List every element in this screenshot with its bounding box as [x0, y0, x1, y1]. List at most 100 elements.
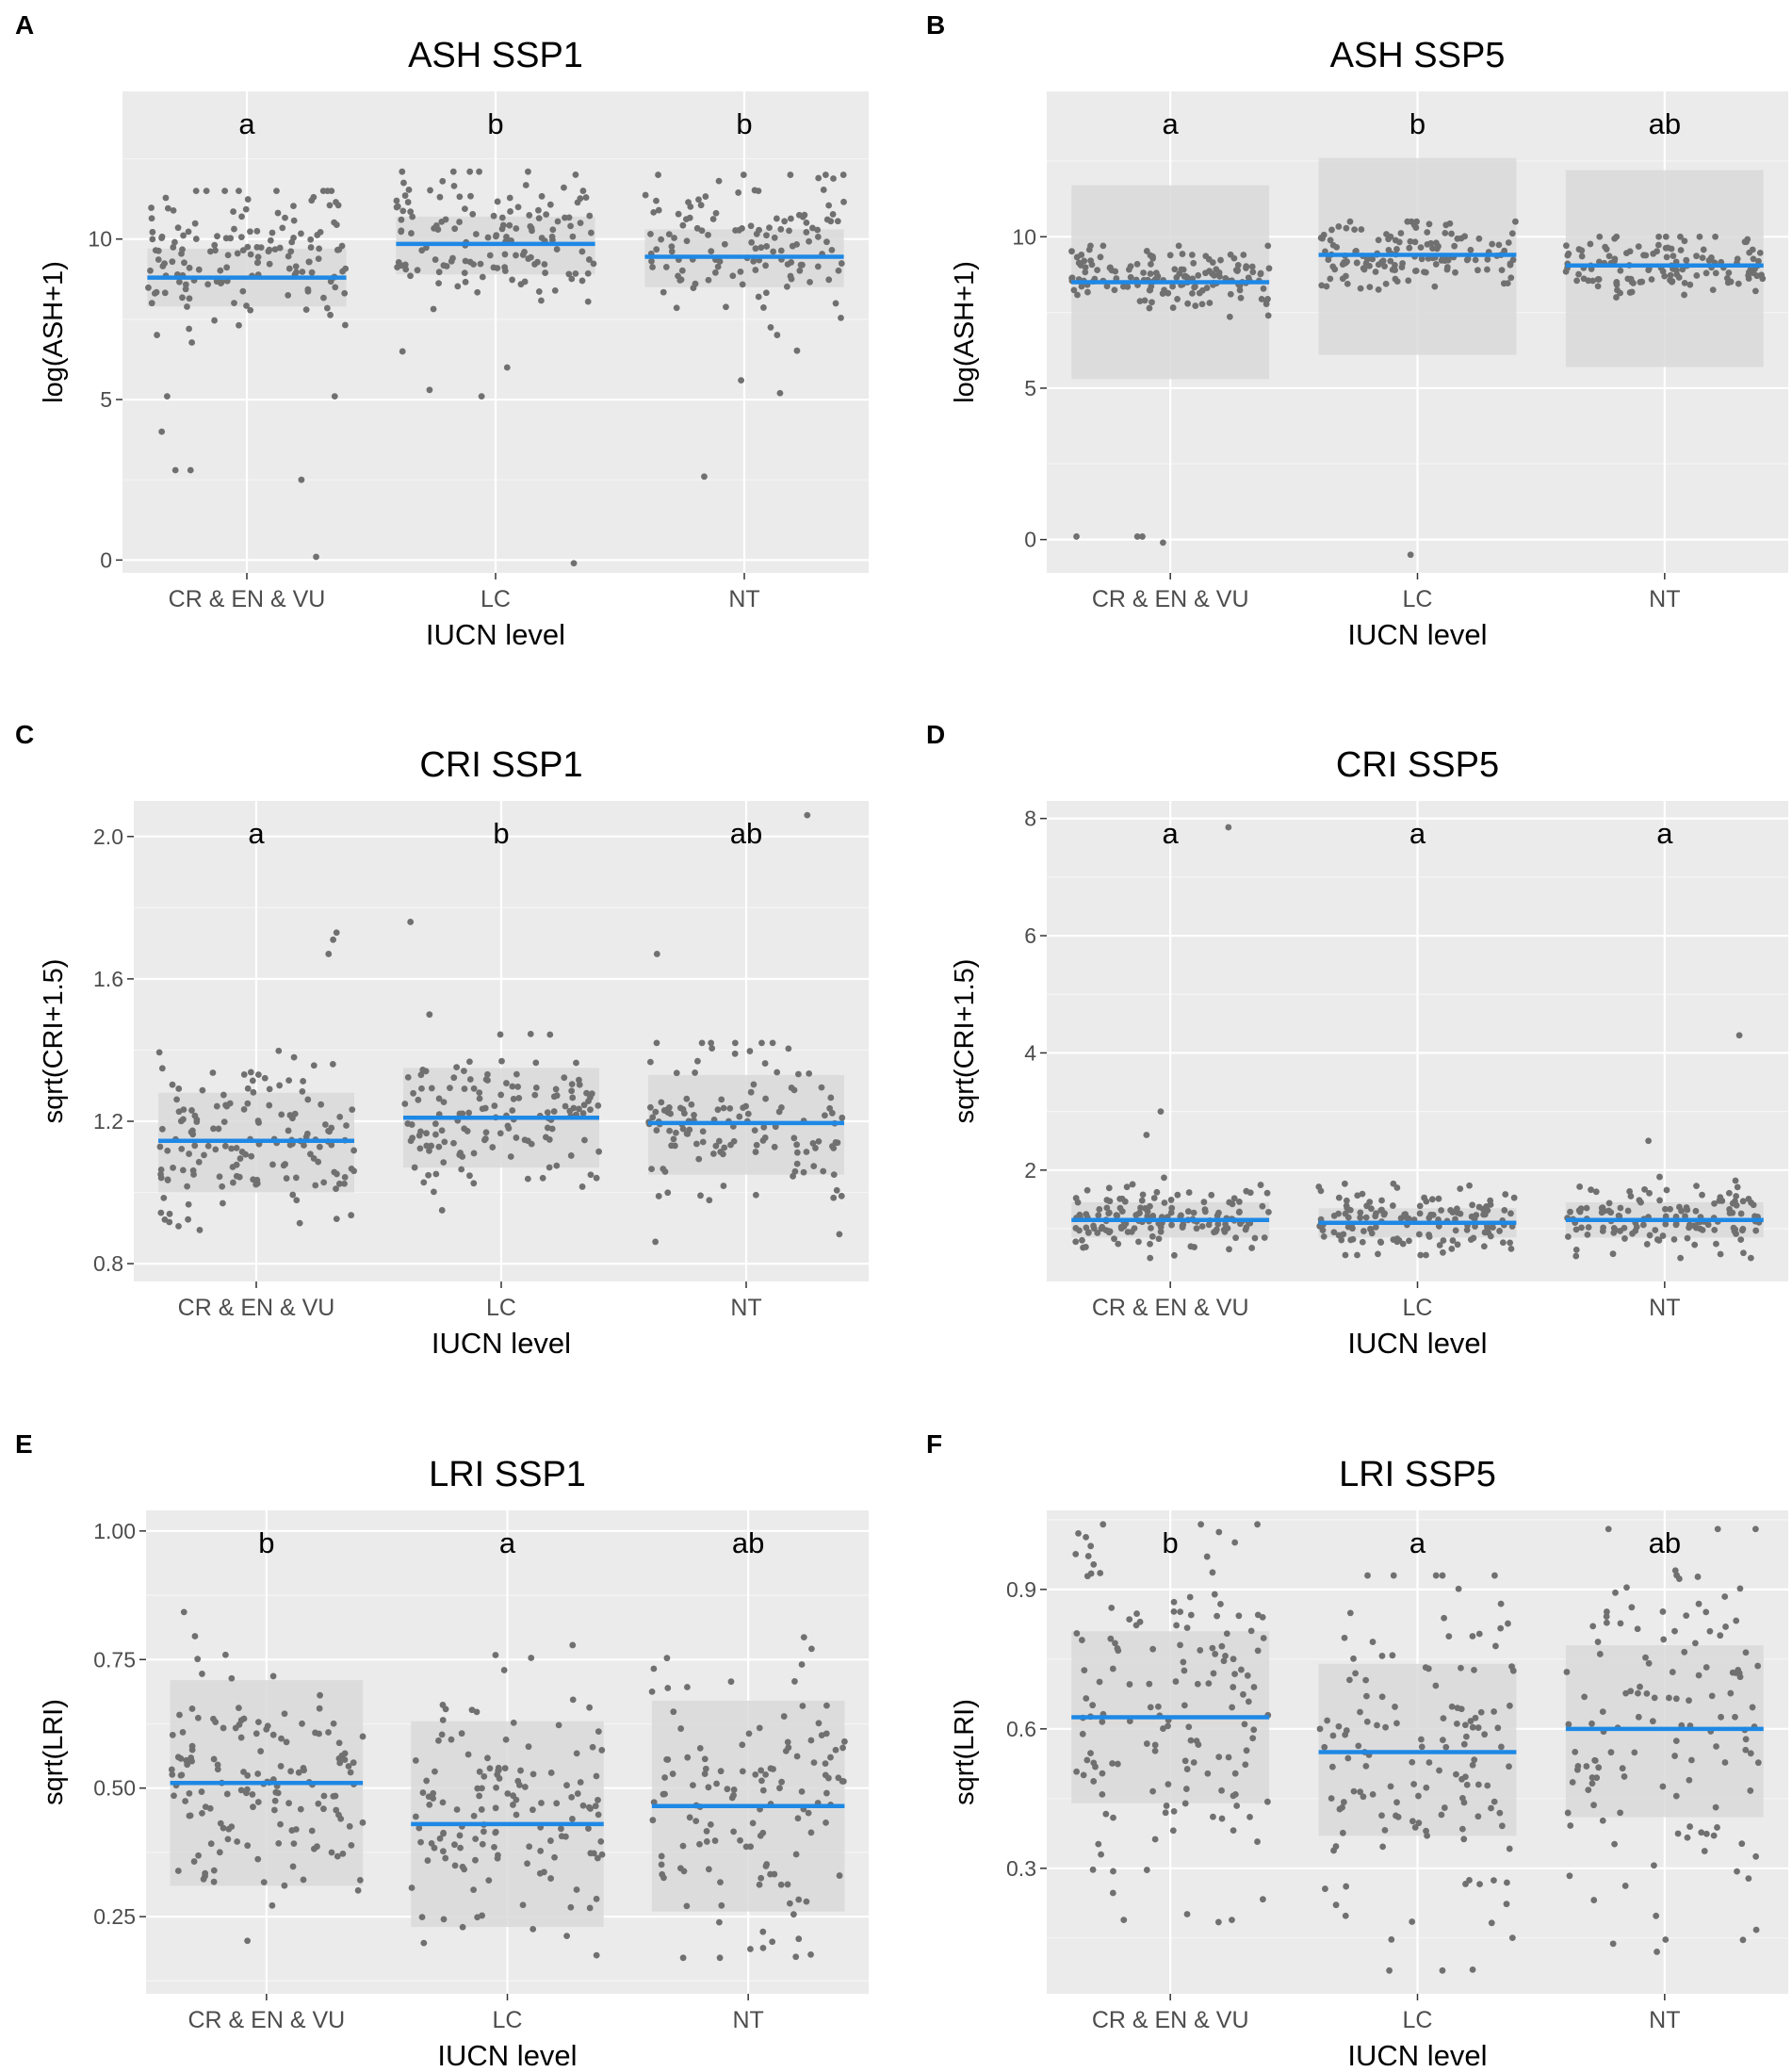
- data-point: [491, 1843, 497, 1851]
- data-point: [415, 1096, 422, 1103]
- data-point: [501, 268, 509, 274]
- data-point: [778, 1778, 786, 1786]
- data-point: [180, 1116, 187, 1123]
- data-point: [1381, 263, 1388, 270]
- data-point: [242, 205, 250, 213]
- data-point: [470, 1085, 478, 1092]
- data-point: [423, 1777, 431, 1785]
- data-point: [310, 1062, 318, 1069]
- data-point: [766, 224, 773, 232]
- data-point: [325, 1729, 332, 1736]
- data-point: [760, 304, 767, 311]
- data-point: [1319, 1227, 1327, 1234]
- data-point: [164, 1176, 171, 1183]
- data-point: [701, 473, 708, 481]
- data-point: [1222, 1652, 1229, 1659]
- data-point: [1153, 1188, 1161, 1196]
- data-point: [1249, 1735, 1257, 1742]
- data-point: [1147, 1704, 1154, 1711]
- data-point: [1684, 1834, 1691, 1841]
- data-point: [537, 1848, 545, 1854]
- data-point: [543, 211, 550, 219]
- data-point: [528, 1140, 535, 1148]
- data-point: [316, 245, 323, 253]
- data-point: [1660, 1636, 1668, 1643]
- data-point: [666, 1127, 673, 1134]
- data-point: [271, 1797, 279, 1804]
- data-point: [569, 1641, 577, 1649]
- data-point: [1174, 296, 1181, 302]
- data-point: [1197, 1521, 1205, 1528]
- data-point: [769, 1938, 776, 1946]
- data-point: [1662, 1936, 1670, 1943]
- data-point: [1651, 1694, 1658, 1702]
- data-point: [1667, 1205, 1673, 1213]
- data-point: [1230, 1195, 1238, 1202]
- data-point: [782, 1747, 790, 1754]
- data-point: [761, 1060, 769, 1067]
- data-point: [1335, 1722, 1343, 1730]
- data-point: [263, 1725, 270, 1733]
- data-point: [1133, 533, 1141, 540]
- data-point: [1238, 1666, 1245, 1673]
- data-point: [1421, 269, 1427, 276]
- data-point: [1264, 296, 1271, 302]
- data-point: [307, 244, 315, 251]
- data-point: [803, 1149, 810, 1155]
- data-point: [234, 250, 241, 257]
- data-point: [481, 1136, 488, 1144]
- data-point: [202, 1803, 209, 1811]
- data-point: [680, 1868, 688, 1875]
- data-point: [1469, 1201, 1476, 1209]
- significance-letter: b: [1163, 1526, 1179, 1559]
- data-point: [1205, 1680, 1213, 1688]
- data-point: [1389, 266, 1396, 273]
- data-point: [302, 306, 310, 313]
- data-point: [439, 1717, 447, 1723]
- x-tick-label: LC: [1403, 1295, 1433, 1321]
- data-point: [1254, 1521, 1261, 1528]
- data-point: [1369, 255, 1377, 263]
- data-point: [277, 1763, 285, 1770]
- data-point: [346, 1822, 353, 1830]
- data-point: [1435, 1195, 1442, 1202]
- data-point: [1183, 1624, 1191, 1632]
- data-point: [1480, 1243, 1488, 1250]
- data-point: [174, 1868, 182, 1874]
- data-point: [1390, 1180, 1397, 1187]
- data-point: [1332, 1843, 1340, 1850]
- x-tick-label: LC: [1403, 586, 1433, 612]
- chart-title: ASH SSP5: [1330, 36, 1506, 75]
- data-point: [1406, 1237, 1412, 1245]
- data-point: [1588, 1780, 1596, 1787]
- data-point: [786, 227, 792, 235]
- data-point: [1320, 231, 1328, 238]
- significance-letter: a: [238, 107, 255, 140]
- data-point: [784, 261, 791, 268]
- data-point: [402, 266, 410, 273]
- data-point: [548, 233, 556, 240]
- data-point: [1157, 1228, 1165, 1235]
- data-point: [1097, 253, 1104, 261]
- data-point: [469, 210, 477, 218]
- data-point: [750, 257, 758, 265]
- data-point: [1162, 1809, 1169, 1817]
- data-point: [158, 235, 165, 242]
- data-point: [1617, 267, 1624, 274]
- data-point: [247, 1069, 254, 1076]
- data-point: [1341, 1180, 1348, 1187]
- data-point: [1512, 218, 1519, 225]
- data-point: [285, 1800, 292, 1807]
- data-point: [1398, 264, 1406, 270]
- data-point: [478, 1806, 485, 1813]
- data-point: [1754, 1759, 1762, 1767]
- data-point: [738, 377, 744, 383]
- data-point: [1354, 1192, 1361, 1199]
- data-point: [1068, 274, 1076, 282]
- data-point: [550, 1108, 558, 1115]
- data-point: [459, 1863, 466, 1870]
- data-point: [1590, 1802, 1597, 1809]
- data-point: [1593, 1774, 1601, 1782]
- data-point: [223, 264, 231, 271]
- data-point: [424, 1857, 432, 1864]
